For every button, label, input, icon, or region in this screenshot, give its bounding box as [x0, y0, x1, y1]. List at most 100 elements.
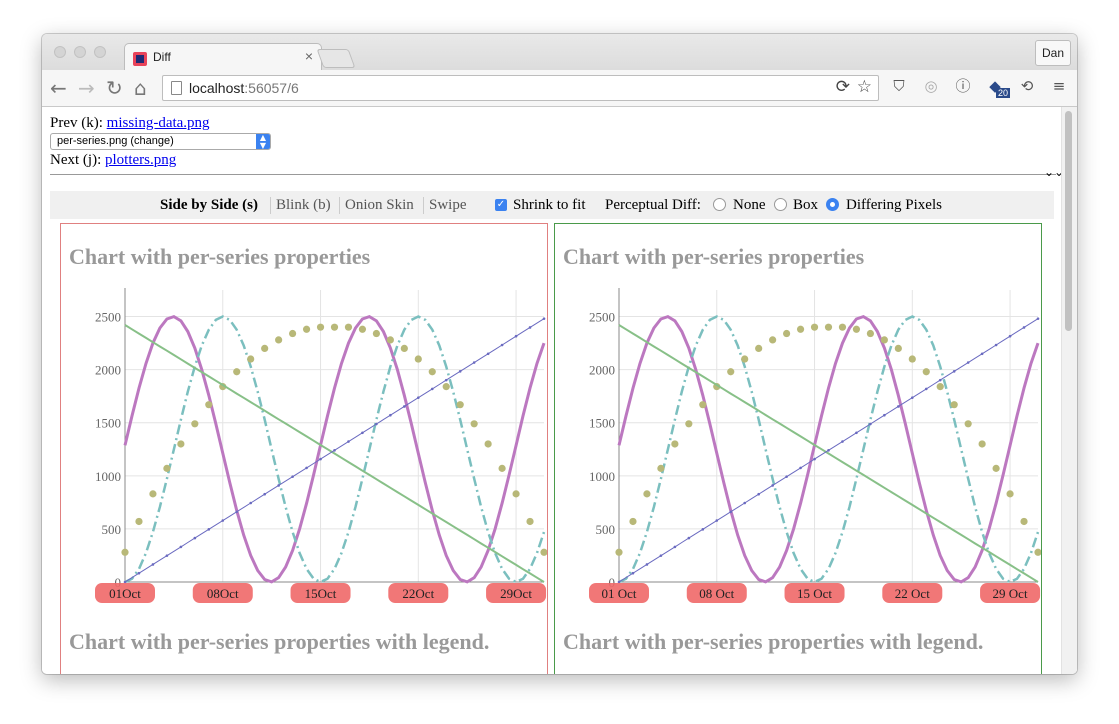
mode-swipe[interactable]: Swipe: [429, 197, 467, 213]
diff-highlight: [686, 583, 747, 603]
radio-none[interactable]: [713, 198, 726, 211]
zoom-window-button[interactable]: [94, 46, 106, 58]
data-point: [149, 490, 157, 498]
address-bar[interactable]: localhost:56057/6 ⟳ ☆: [162, 75, 879, 101]
x-tick-label: 15 Oct: [797, 586, 832, 601]
series-marker: [645, 563, 649, 566]
info-icon[interactable]: ⓘ: [955, 77, 971, 95]
reload-icon[interactable]: ↻: [106, 76, 123, 100]
collapse-chevron-icon[interactable]: ⌄⌄: [1044, 165, 1065, 179]
page-content: Prev (k): missing-data.png per-series.pn…: [42, 107, 1077, 674]
right-image-panel: Chart with per-series properties 0 500 100…: [554, 223, 1042, 674]
data-point: [755, 344, 763, 352]
series-marker: [785, 475, 788, 478]
data-point: [302, 325, 311, 333]
data-point: [796, 325, 805, 333]
back-icon[interactable]: ←: [50, 76, 67, 100]
data-point: [247, 355, 255, 363]
profile-button[interactable]: Dan: [1034, 40, 1071, 66]
y-tick-label: 2500: [95, 310, 121, 325]
next-link[interactable]: plotters.png: [104, 152, 177, 168]
series-marker: [165, 554, 169, 557]
series-marker: [729, 510, 733, 514]
series-marker: [486, 352, 490, 356]
series-marker: [617, 580, 621, 584]
data-point: [1034, 548, 1041, 556]
x-tick-label: 08 Oct: [699, 586, 734, 601]
radio-box[interactable]: [774, 198, 787, 211]
radio-none-label: None: [733, 197, 766, 213]
data-point: [964, 420, 972, 428]
data-point: [289, 329, 297, 338]
home-icon[interactable]: ⌂: [134, 76, 147, 100]
data-point: [1006, 490, 1014, 498]
tab-close-icon[interactable]: ×: [304, 48, 313, 64]
data-point: [135, 517, 143, 526]
data-point: [950, 401, 958, 409]
chevron-updown-icon: ▲ ▼: [256, 134, 270, 150]
series-marker: [472, 361, 476, 364]
y-tick-label: 1000: [589, 469, 615, 484]
series-marker: [883, 413, 886, 417]
bookmark-star-icon[interactable]: ☆: [856, 77, 872, 97]
prev-label: Prev (k):: [50, 115, 107, 131]
close-window-button[interactable]: [54, 46, 66, 58]
mode-blink[interactable]: Blink (b): [276, 197, 331, 213]
mode-onion-skin[interactable]: Onion Skin: [345, 197, 414, 213]
y-tick-label: 0: [609, 575, 616, 590]
prev-link[interactable]: missing-data.png: [106, 115, 210, 131]
data-point: [372, 329, 380, 338]
next-line: Next (j): plotters.png: [50, 152, 176, 169]
diff-highlight: [95, 583, 155, 603]
series-marker: [137, 571, 141, 575]
series-marker: [1008, 334, 1012, 338]
mode-separator: [270, 197, 271, 214]
series-marker: [277, 484, 280, 487]
series-marker: [673, 545, 677, 549]
sync-icon[interactable]: ⟳: [835, 77, 850, 97]
chart-title: Chart with per-series properties: [69, 244, 371, 269]
chart-title-legend: Chart with per-series properties with le…: [563, 629, 984, 654]
data-point: [121, 548, 129, 556]
diff-highlight: [486, 583, 547, 603]
data-point: [769, 336, 777, 344]
browser-toolbar: ← → ↻ ⌂ localhost:56057/6 ⟳ ☆ ⛉ ◎ ⓘ ◆ 20 …: [42, 70, 1077, 107]
image-select[interactable]: per-series.png (change) ▲ ▼: [50, 133, 271, 150]
mode-side-by-side[interactable]: Side by Side (s): [160, 197, 258, 213]
data-point: [838, 323, 847, 331]
chart-title: Chart with per-series properties: [563, 244, 865, 269]
y-tick-label: 1500: [589, 416, 615, 431]
pocket-icon[interactable]: ⛉: [893, 77, 905, 95]
series-marker: [444, 378, 448, 382]
data-point: [498, 464, 506, 472]
minimize-window-button[interactable]: [74, 46, 86, 58]
data-point: [657, 464, 665, 472]
diff-highlight: [589, 583, 649, 603]
series-marker: [659, 554, 663, 557]
data-point: [177, 440, 185, 448]
forward-icon[interactable]: →: [78, 76, 95, 100]
extension-icon[interactable]: ◎: [924, 77, 938, 95]
refresh-icon[interactable]: ⟲: [1020, 77, 1034, 95]
series-marker: [235, 510, 239, 514]
diff-highlight: [980, 583, 1041, 603]
x-tick-label: 22Oct: [402, 586, 434, 601]
new-tab-button[interactable]: [316, 49, 356, 68]
data-point: [512, 490, 520, 498]
radio-box-label: Box: [793, 197, 819, 213]
series-marker: [389, 413, 392, 417]
series-marker: [1036, 317, 1040, 320]
data-point: [484, 440, 492, 448]
puzzle-icon[interactable]: ◆ 20: [989, 77, 1011, 98]
shrink-checkbox[interactable]: ✓: [495, 199, 507, 211]
scrollbar[interactable]: [1061, 107, 1077, 674]
data-point: [866, 329, 874, 338]
scrollbar-thumb[interactable]: [1065, 111, 1072, 331]
browser-tab[interactable]: Diff ×: [124, 43, 322, 72]
series-marker: [123, 580, 127, 584]
series-marker: [319, 457, 322, 461]
menu-icon[interactable]: ≡: [1052, 77, 1066, 95]
series-marker: [263, 492, 266, 496]
shrink-label: Shrink to fit: [513, 197, 586, 213]
radio-differing-pixels[interactable]: [826, 198, 839, 211]
